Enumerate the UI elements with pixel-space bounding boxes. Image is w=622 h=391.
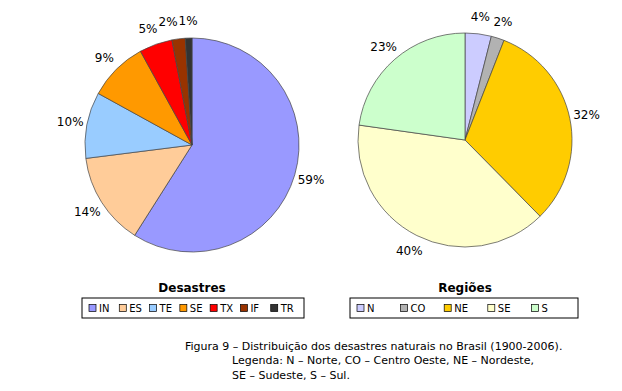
- legend: N CO NE SE S: [350, 298, 578, 318]
- data-label: 10%: [57, 115, 84, 129]
- chart-title: Desastres: [158, 281, 225, 295]
- pie-slice: [172, 38, 192, 145]
- pie-slice: [86, 145, 192, 235]
- background: [0, 0, 622, 391]
- chart-title: Regiões: [438, 281, 492, 295]
- legend-label: N: [367, 303, 374, 314]
- legend-label: ES: [129, 303, 142, 314]
- legend-swatch: [180, 305, 187, 312]
- data-label: 14%: [74, 205, 101, 219]
- legend-label: TX: [219, 303, 233, 314]
- legend-label: S: [541, 303, 547, 314]
- legend-swatch: [357, 305, 364, 312]
- data-label: 9%: [95, 51, 114, 65]
- caption-line: SE – Sudeste, S – Sul.: [232, 369, 350, 382]
- slices: [358, 33, 572, 247]
- legend-label: CO: [411, 303, 426, 314]
- legend-swatch: [89, 305, 96, 312]
- legend-swatch: [150, 305, 157, 312]
- legend-swatch: [488, 305, 495, 312]
- legend-box: [350, 298, 578, 318]
- data-label: 32%: [573, 108, 600, 122]
- data-label: 5%: [138, 22, 157, 36]
- legend-label: TE: [159, 303, 172, 314]
- pie-chart: 59% 14% 10% 9% 5%2%1% Desastres IN ES TE SE TX IF TR: [57, 14, 325, 318]
- legend-swatch: [210, 305, 217, 312]
- data-label: 2%: [159, 15, 178, 29]
- legend-swatch: [240, 305, 247, 312]
- pie-slice: [185, 38, 192, 145]
- pie-chart: 4%2% 32% 40% 23% Regiões N CO NE SE S: [350, 10, 600, 318]
- legend-swatch: [401, 305, 408, 312]
- legend-label: SE: [498, 303, 511, 314]
- data-label: 4%: [471, 10, 490, 24]
- legend: IN ES TE SE TX IF TR: [82, 298, 304, 318]
- legend-box: [82, 298, 304, 318]
- data-label: 59%: [298, 173, 325, 187]
- legend-swatch: [119, 305, 126, 312]
- legend-label: IF: [250, 303, 259, 314]
- caption-line: Legenda: N – Norte, CO – Centro Oeste, N…: [232, 354, 534, 367]
- data-label: 1%: [179, 14, 198, 28]
- caption-line: Figura 9 – Distribuição dos desastres na…: [185, 340, 562, 353]
- legend-label: IN: [99, 303, 109, 314]
- legend-label: SE: [190, 303, 203, 314]
- data-label: 2%: [493, 15, 512, 29]
- data-label: 23%: [370, 40, 397, 54]
- legend-label: NE: [454, 303, 468, 314]
- legend-swatch: [444, 305, 451, 312]
- pie-slice: [359, 33, 465, 140]
- legend-label: TR: [280, 303, 294, 314]
- slices: [85, 38, 299, 252]
- figure: 59%14%10%9%5%2%1%DesastresINESTESETXIFTR…: [0, 0, 622, 391]
- legend-swatch: [271, 305, 278, 312]
- pie-slice: [358, 125, 540, 247]
- data-label: 40%: [396, 244, 423, 258]
- legend-swatch: [531, 305, 538, 312]
